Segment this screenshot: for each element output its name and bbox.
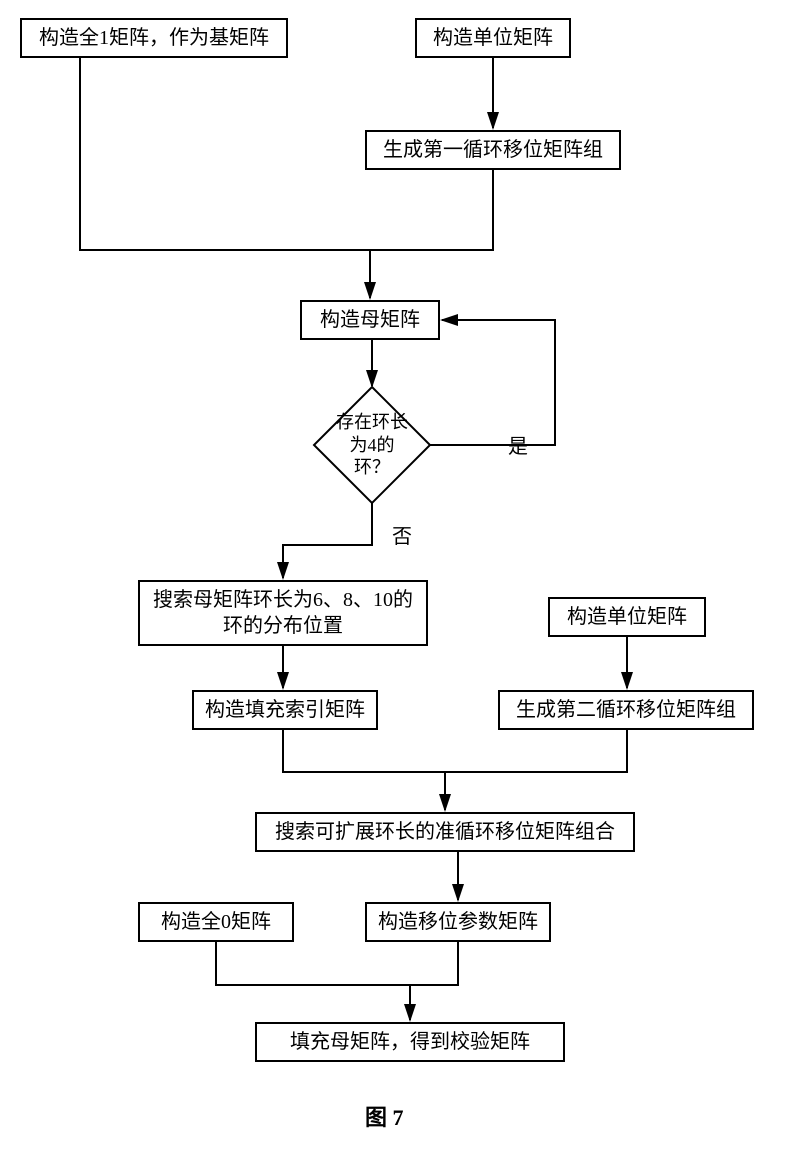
box-search-quasi-cyclic: 搜索可扩展环长的准循环移位矩阵组合 <box>255 812 635 852</box>
box-second-shift-group: 生成第二循环移位矩阵组 <box>498 690 754 730</box>
decision-cycle-4: 存在环长为4的环？ <box>312 385 432 505</box>
box-label: 构造移位参数矩阵 <box>378 909 538 935</box>
box-fill-index-matrix: 构造填充索引矩阵 <box>192 690 378 730</box>
box-label: 生成第一循环移位矩阵组 <box>383 137 603 163</box>
box-label: 搜索可扩展环长的准循环移位矩阵组合 <box>275 819 615 845</box>
box-label: 构造单位矩阵 <box>567 604 687 630</box>
box-label: 构造全0矩阵 <box>161 909 271 935</box>
box-label: 构造单位矩阵 <box>433 25 553 51</box>
box-label: 生成第二循环移位矩阵组 <box>516 697 736 723</box>
box-identity-matrix-2: 构造单位矩阵 <box>548 597 706 637</box>
box-shift-param-matrix: 构造移位参数矩阵 <box>365 902 551 942</box>
label-no: 否 <box>392 520 412 549</box>
box-all-ones-matrix: 构造全1矩阵，作为基矩阵 <box>20 18 288 58</box>
box-search-cycles: 搜索母矩阵环长为6、8、10的环的分布位置 <box>138 580 428 646</box>
box-identity-matrix-1: 构造单位矩阵 <box>415 18 571 58</box>
box-label: 构造全1矩阵，作为基矩阵 <box>39 25 269 51</box>
box-label: 搜索母矩阵环长为6、8、10的环的分布位置 <box>148 587 418 639</box>
box-first-shift-group: 生成第一循环移位矩阵组 <box>365 130 621 170</box>
box-label: 填充母矩阵，得到校验矩阵 <box>290 1029 530 1055</box>
figure-caption: 图 7 <box>365 1100 404 1132</box>
box-all-zeros-matrix: 构造全0矩阵 <box>138 902 294 942</box>
box-fill-mother-matrix: 填充母矩阵，得到校验矩阵 <box>255 1022 565 1062</box>
label-yes: 是 <box>508 430 528 459</box>
box-label: 构造母矩阵 <box>320 307 420 333</box>
box-label: 构造填充索引矩阵 <box>205 697 365 723</box>
box-mother-matrix: 构造母矩阵 <box>300 300 440 340</box>
decision-label: 存在环长为4的环？ <box>332 411 412 479</box>
